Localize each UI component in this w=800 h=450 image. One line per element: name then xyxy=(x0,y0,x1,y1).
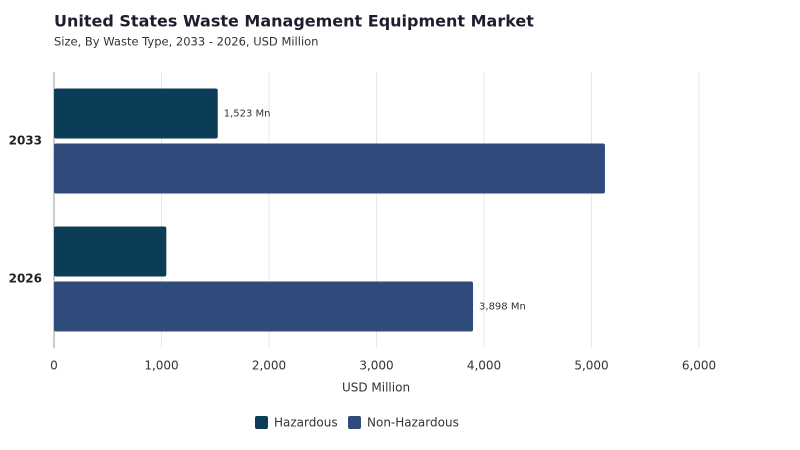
chart-title: United States Waste Management Equipment… xyxy=(54,12,534,31)
value-label: 1,523 Mn xyxy=(224,109,271,120)
value-label: 3,898 Mn xyxy=(479,302,526,313)
chart-subtitle: Size, By Waste Type, 2033 - 2026, USD Mi… xyxy=(54,35,318,49)
legend-label: Hazardous xyxy=(274,416,338,430)
bar xyxy=(54,88,218,139)
y-tick-label: 2033 xyxy=(9,134,42,148)
x-tick-label: 4,000 xyxy=(467,359,501,373)
x-tick-label: 3,000 xyxy=(359,359,393,373)
legend-swatch xyxy=(348,416,361,429)
x-tick-label: 1,000 xyxy=(144,359,178,373)
legend-label: Non-Hazardous xyxy=(367,416,459,430)
x-tick-label: 2,000 xyxy=(252,359,286,373)
bar xyxy=(54,226,167,277)
legend-swatch xyxy=(255,416,268,429)
x-tick-label: 5,000 xyxy=(574,359,608,373)
x-axis-title: USD Million xyxy=(342,381,410,395)
y-tick-label: 2026 xyxy=(9,272,42,286)
x-tick-label: 0 xyxy=(50,359,58,373)
bar xyxy=(54,143,605,194)
bar xyxy=(54,281,474,332)
x-tick-label: 6,000 xyxy=(682,359,716,373)
